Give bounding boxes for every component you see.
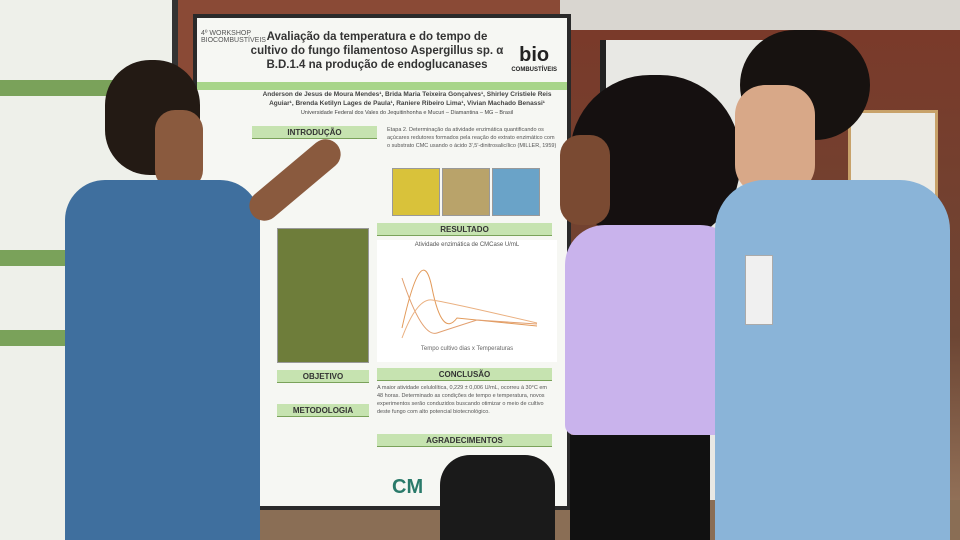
section-intro: INTRODUÇÃO: [252, 126, 377, 139]
series-line: [401, 299, 538, 339]
person-left-presenter: [60, 50, 265, 540]
lab-photo: [492, 168, 540, 216]
chart-xlabel: Tempo cultivo dias x Temperaturas: [420, 346, 514, 352]
series-line: [401, 277, 538, 334]
name-badge: [745, 255, 773, 325]
lab-photo: [392, 168, 440, 216]
section-conclusion: CONCLUSÃO: [377, 368, 552, 381]
title-divider: [197, 82, 567, 90]
etapa2-text: Etapa 2. Determinação da atividade enzim…: [387, 127, 557, 149]
denim-shirt: [65, 180, 260, 540]
brand-logo-sub: COMBUSTÍVEIS: [511, 67, 557, 73]
main-poster: 4º WORKSHOP BIOCOMBUSTÍVEIS Avaliação da…: [193, 14, 571, 510]
event-logo: 4º WORKSHOP BIOCOMBUSTÍVEIS: [201, 30, 266, 44]
face: [560, 135, 610, 225]
section-method: METODOLOGIA: [277, 404, 369, 417]
face: [735, 85, 815, 195]
sponsor-logo: CM: [392, 476, 424, 498]
brand-logo-text: bio: [519, 44, 550, 66]
authors-text: Anderson de Jesus de Moura Mendes¹, Brid…: [262, 91, 552, 107]
blue-tshirt: [715, 180, 950, 540]
lilac-top: [565, 225, 740, 435]
series-line: [401, 269, 538, 329]
brand-logo: bio COMBUSTÍVEIS: [511, 44, 557, 73]
section-objective: OBJETIVO: [277, 370, 369, 383]
face: [155, 110, 203, 190]
affiliation-text: Universidade Federal dos Vales do Jequit…: [300, 110, 514, 116]
black-pants: [570, 435, 710, 540]
person-right-man: [715, 30, 950, 540]
chart-title: Atividade enzimática de CMCase U/mL: [414, 242, 520, 248]
poster-title: Avaliação da temperatura e do tempo de c…: [250, 31, 504, 71]
result-chart: Atividade enzimática de CMCase U/mL Temp…: [377, 240, 557, 362]
poster-authors: Anderson de Jesus de Moura Mendes¹, Brid…: [257, 90, 557, 118]
chart-lines: [401, 269, 538, 339]
black-jacket: [440, 455, 555, 540]
section-thanks: AGRADECIMENTOS: [377, 434, 552, 447]
section-result: RESULTADO: [377, 223, 552, 236]
fungus-illustration: [277, 228, 369, 363]
lab-photo: [442, 168, 490, 216]
person-center-woman: [560, 75, 740, 540]
conclusion-text: A maior atividade celulolítica, 0,229 ± …: [377, 385, 548, 415]
